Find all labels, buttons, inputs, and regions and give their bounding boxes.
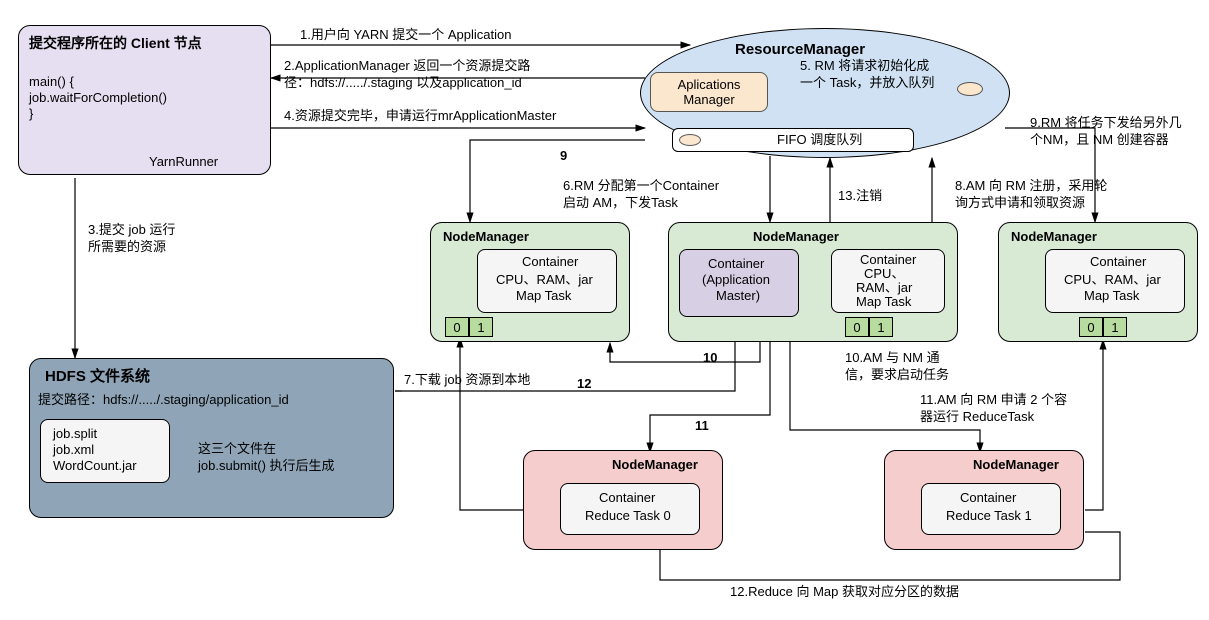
- nm3-cells: 01: [1079, 317, 1127, 337]
- edge-7: 7.下载 job 资源到本地: [404, 372, 530, 389]
- yarnrunner-label: YarnRunner: [149, 154, 218, 171]
- nm1-cell0: 0: [445, 317, 469, 337]
- nm3-title: NodeManager: [1011, 229, 1097, 246]
- am-c1: Container: [708, 256, 764, 273]
- nm1-cpu: CPU、RAM、jar: [496, 272, 593, 289]
- nodemanager-reduce-1: NodeManager Container Reduce Task 1: [884, 450, 1084, 550]
- edge-10l: 10: [703, 350, 717, 367]
- nm2-title: NodeManager: [753, 229, 839, 246]
- nm3-cell1: 1: [1103, 317, 1127, 337]
- rm-title: ResourceManager: [735, 40, 865, 60]
- fifo-label: FIFO 调度队列: [777, 132, 862, 149]
- nm-r1-title: NodeManager: [973, 457, 1059, 474]
- fifo-task-icon: [679, 134, 701, 146]
- nm2-cells: 01: [845, 317, 893, 337]
- applications-manager: Aplications Manager: [650, 72, 768, 112]
- nm3-cpu: CPU、RAM、jar: [1064, 272, 1161, 289]
- nm3-map: Map Task: [1084, 288, 1139, 305]
- edge-11: 11.AM 向 RM 申请 2 个容 器运行 ReduceTask: [920, 392, 1067, 426]
- edge-1: 1.用户向 YARN 提交一个 Application: [300, 27, 511, 44]
- nm1-container-label: Container: [522, 254, 578, 271]
- nm1-cell1: 1: [469, 317, 493, 337]
- nm1-title: NodeManager: [443, 229, 529, 246]
- client-code3: }: [29, 106, 33, 123]
- client-title: 提交程序所在的 Client 节点: [29, 34, 202, 52]
- am-c2: (Application: [702, 272, 770, 289]
- nm3-container-label: Container: [1090, 254, 1146, 271]
- hdfs-files: job.split job.xml WordCount.jar: [40, 419, 170, 483]
- edge-12: 12.Reduce 向 Map 获取对应分区的数据: [730, 584, 959, 601]
- fifo-queue: FIFO 调度队列: [672, 128, 914, 152]
- edge-12l: 12: [577, 376, 591, 393]
- apps-mgr-label: Aplications Manager: [678, 77, 741, 107]
- client-code1: main() {: [29, 74, 74, 91]
- edge-11l: 11: [695, 418, 709, 435]
- nm3-container: Container CPU、RAM、jar Map Task: [1045, 249, 1185, 313]
- am-c3: Master): [716, 288, 760, 305]
- hdfs-title: HDFS 文件系统: [45, 367, 150, 387]
- edge-10: 10.AM 与 NM 通 信，要求启动任务: [845, 350, 949, 384]
- edge-6: 6.RM 分配第一个Container 启动 AM，下发Task: [563, 178, 719, 212]
- hdfs-f3: WordCount.jar: [53, 458, 137, 475]
- nm-r0-c: Container: [599, 490, 655, 507]
- nm-r0-t: Reduce Task 0: [585, 508, 671, 525]
- am-container: Container (Application Master): [679, 249, 799, 317]
- task-oval: [957, 82, 983, 96]
- nodemanager-3: NodeManager Container CPU、RAM、jar Map Ta…: [998, 222, 1198, 342]
- nm2-container: Container CPU、 RAM、jar Map Task: [831, 249, 945, 313]
- client-code2: job.waitForCompletion(): [29, 90, 167, 107]
- nm3-cell0: 0: [1079, 317, 1103, 337]
- nm1-map: Map Task: [516, 288, 571, 305]
- hdfs-f2: job.xml: [53, 442, 94, 459]
- nodemanager-reduce-0: NodeManager Container Reduce Task 0: [523, 450, 723, 550]
- edge-5: 5. RM 将请求初始化成 一个 Task，并放入队列: [800, 58, 934, 92]
- nm1-cells: 01: [445, 317, 493, 337]
- nm2-cell1: 1: [869, 317, 893, 337]
- edge-9l: 9: [560, 148, 567, 165]
- edge-4: 4.资源提交完毕，申请运行mrApplicationMaster: [284, 108, 556, 125]
- edge-9: 9.RM 将任务下发给另外几 个NM，且 NM 创建容器: [1030, 115, 1182, 149]
- hdfs-note: 这三个文件在 job.submit() 执行后生成: [198, 441, 398, 475]
- edge-13: 13.注销: [838, 188, 882, 205]
- nodemanager-1: NodeManager Container CPU、RAM、jar Map Ta…: [430, 222, 630, 342]
- nm-r1-t: Reduce Task 1: [946, 508, 1032, 525]
- nm2-cell0: 0: [845, 317, 869, 337]
- edge-8: 8.AM 向 RM 注册，采用轮 询方式申请和领取资源: [955, 178, 1107, 212]
- nm-r0-title: NodeManager: [612, 457, 698, 474]
- nm-r1-container: Container Reduce Task 1: [921, 483, 1061, 535]
- client-box: 提交程序所在的 Client 节点 main() { job.waitForCo…: [18, 25, 271, 175]
- hdfs-path: 提交路径：hdfs://...../.staging/application_i…: [38, 392, 289, 409]
- nm1-container: Container CPU、RAM、jar Map Task: [477, 249, 617, 313]
- edge-2: 2.ApplicationManager 返回一个资源提交路 径：hdfs://…: [284, 58, 530, 92]
- nm2-map: Map Task: [856, 294, 911, 311]
- nm-r0-container: Container Reduce Task 0: [560, 483, 700, 535]
- hdfs-f1: job.split: [53, 426, 97, 443]
- edge-3: 3.提交 job 运行 所需要的资源: [88, 222, 175, 256]
- hdfs-box: HDFS 文件系统 提交路径：hdfs://...../.staging/app…: [29, 358, 394, 518]
- nodemanager-2: NodeManager Container (Application Maste…: [668, 222, 958, 342]
- nm-r1-c: Container: [960, 490, 1016, 507]
